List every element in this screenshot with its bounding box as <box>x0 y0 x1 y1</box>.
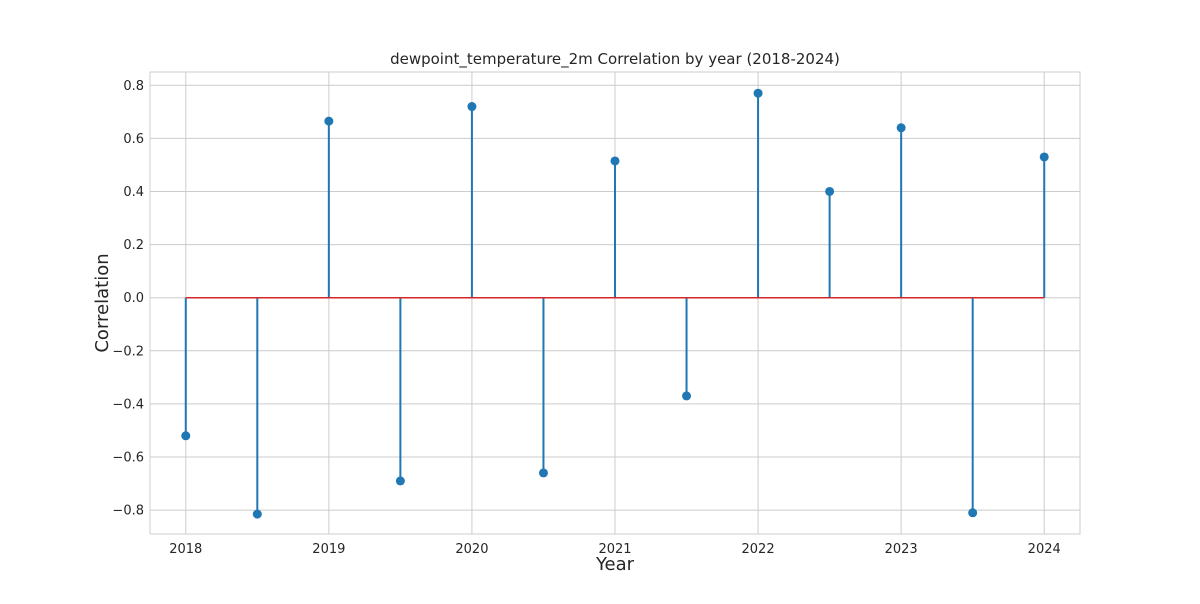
stem-marker <box>896 123 906 133</box>
x-tick-label: 2022 <box>742 542 775 557</box>
x-tick-label: 2023 <box>885 542 918 557</box>
stem-marker <box>825 186 835 196</box>
stem-marker <box>181 431 191 441</box>
x-axis-title: Year <box>595 554 635 575</box>
y-tick-label: −0.8 <box>112 504 144 519</box>
stem-marker <box>467 102 477 112</box>
y-tick-label: 0.2 <box>123 238 144 253</box>
x-tick-label: 2020 <box>455 542 488 557</box>
y-axis-title: Correlation <box>92 253 113 352</box>
y-tick-label: −0.2 <box>112 344 144 359</box>
stem-marker <box>1039 152 1049 162</box>
y-tick-label: 0.8 <box>123 79 144 94</box>
tick-layer: 2018 2019 2020 2021 2022 2023 2024 −0.8 −0.6 −0.4… <box>112 79 1060 557</box>
y-tick-label: 0.6 <box>123 132 144 147</box>
x-tick-label: 2021 <box>598 542 631 557</box>
y-tick-label: 0.0 <box>123 291 144 306</box>
grid-layer <box>150 72 1080 534</box>
x-tick-label: 2019 <box>312 542 345 557</box>
stem-marker <box>610 156 620 166</box>
stem-marker <box>252 509 262 519</box>
stem-marker <box>538 468 548 478</box>
y-tick-label: −0.4 <box>112 397 144 412</box>
plot-frame <box>149 71 1081 535</box>
y-tick-label: 0.4 <box>123 185 144 200</box>
stem-marker <box>324 116 334 126</box>
chart-title: dewpoint_temperature_2m Correlation by y… <box>390 50 840 69</box>
stem-marker <box>395 476 405 486</box>
x-tick-label: 2024 <box>1028 542 1061 557</box>
stem-marker <box>968 508 978 518</box>
stem-layer <box>181 88 1049 519</box>
x-tick-label: 2018 <box>169 542 202 557</box>
stem-marker <box>682 391 692 401</box>
y-tick-label: −0.6 <box>112 451 144 466</box>
stem-marker <box>753 88 763 98</box>
